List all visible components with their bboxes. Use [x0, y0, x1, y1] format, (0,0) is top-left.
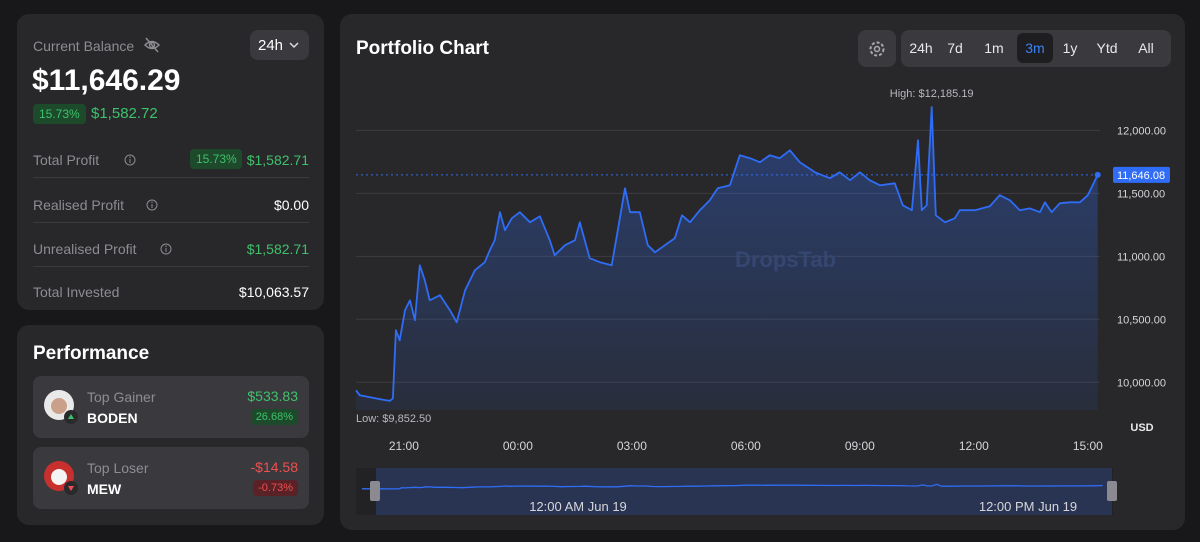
separator [33, 222, 309, 223]
stat-value: $1,582.71 [246, 241, 309, 257]
performer-row[interactable]: Top Loser MEW -$14.58 -0.73% [33, 447, 309, 509]
performer-value: -$14.58 [250, 459, 298, 475]
performer-pct: 26.68% [250, 409, 298, 425]
stat-label: Realised Profit [33, 197, 125, 213]
performer-pct: -0.73% [253, 480, 298, 496]
token-avatar [44, 461, 78, 495]
performer-label: Top Loser [87, 460, 149, 476]
range-button[interactable]: 24h [909, 40, 933, 56]
stat-badge: 15.73% [190, 149, 242, 169]
info-icon[interactable] [146, 199, 158, 211]
gear-icon [869, 41, 885, 57]
range-button[interactable]: 7d [947, 40, 963, 56]
stat-value: $0.00 [273, 197, 309, 213]
stat-value: $1,582.71 [246, 152, 309, 168]
range-button[interactable]: Ytd [1096, 40, 1118, 56]
performer-symbol: MEW [87, 481, 122, 497]
stat-label: Unrealised Profit [33, 241, 137, 257]
balance-label: Current Balance [33, 38, 135, 54]
balance-amount: $11,646.29 [32, 64, 181, 97]
performer-value: $533.83 [247, 388, 298, 404]
period-select[interactable]: 24h [250, 30, 309, 60]
hide-icon[interactable] [143, 37, 161, 53]
period-text: 24h [258, 37, 284, 54]
change-value: $1,582.72 [91, 105, 158, 122]
settings-button[interactable] [858, 30, 896, 67]
performance-card: Performance Top Gainer BODEN $533.83 26.68%… [17, 325, 324, 525]
performer-symbol: BODEN [87, 410, 138, 426]
chart-title: Portfolio Chart [356, 38, 489, 59]
token-avatar [44, 390, 78, 424]
range-button[interactable]: 1m [984, 40, 1004, 56]
change-badge: 15.73% [33, 104, 86, 124]
separator [33, 266, 309, 267]
stat-label: Total Invested [33, 284, 120, 300]
performer-row[interactable]: Top Gainer BODEN $533.83 26.68% [33, 376, 309, 438]
separator [33, 177, 309, 178]
range-button[interactable]: 3m [1017, 33, 1053, 63]
range-button[interactable]: All [1138, 40, 1154, 56]
performer-label: Top Gainer [87, 389, 156, 405]
performance-title: Performance [33, 343, 150, 364]
stat-value: $10,063.57 [238, 284, 309, 300]
info-icon[interactable] [160, 243, 172, 255]
range-group: 24h 7d 1m 3m 1y Ytd All [901, 30, 1171, 67]
chart-card: Portfolio Chart 24h 7d 1m 3m 1y Ytd All [340, 14, 1185, 530]
range-button[interactable]: 1y [1062, 40, 1078, 56]
chevron [289, 42, 299, 49]
info-icon[interactable] [124, 154, 136, 166]
stat-label: Total Profit [33, 152, 100, 168]
balance-card: Current Balance 24h $11,646.29 15.73% $1… [17, 14, 324, 310]
